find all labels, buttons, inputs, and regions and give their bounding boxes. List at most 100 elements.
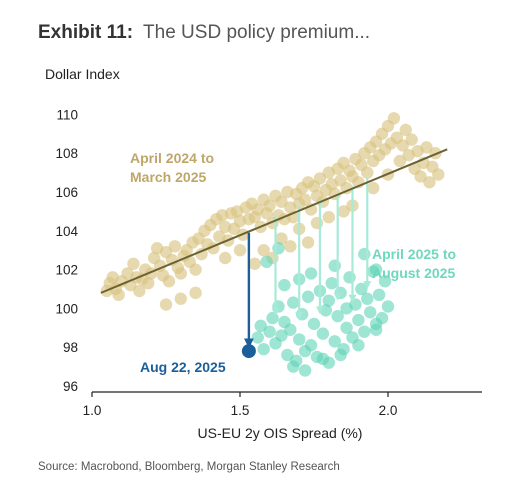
point-period2 — [251, 331, 264, 344]
point-period2 — [284, 323, 297, 336]
y-tick-label: 96 — [63, 379, 78, 394]
point-period1 — [310, 216, 324, 230]
point-period2 — [266, 311, 279, 325]
point-period1 — [393, 154, 407, 168]
y-axis: 96 98 100 102 104 106 108 110 — [55, 107, 78, 394]
point-period2 — [263, 325, 276, 338]
point-period1 — [248, 257, 261, 270]
point-period1 — [420, 141, 433, 154]
x-tick-label: 1.5 — [231, 403, 250, 418]
annotation-period1: April 2024 to — [130, 150, 214, 166]
point-period1 — [142, 276, 155, 290]
point-period2 — [328, 335, 341, 348]
point-period1 — [423, 176, 436, 189]
x-tick-label: 1.0 — [83, 403, 102, 418]
x-axis-label: US-EU 2y OIS Spread (%) — [198, 425, 363, 441]
annotation-period1: March 2025 — [130, 169, 206, 185]
point-period2 — [278, 278, 291, 292]
point-period2 — [372, 288, 386, 302]
exhibit-number: Exhibit 11: — [38, 22, 134, 43]
point-period1 — [159, 298, 173, 311]
point-period2 — [272, 300, 285, 313]
trend-line — [100, 148, 448, 294]
point-period1 — [396, 139, 409, 152]
series-latest — [241, 344, 256, 359]
point-period1 — [233, 244, 247, 257]
source-note: Source: Macrobond, Bloomberg, Morgan Sta… — [38, 461, 340, 473]
annotation-latest: Aug 22, 2025 — [140, 359, 226, 375]
point-period1 — [284, 240, 297, 253]
point-period2 — [298, 364, 312, 377]
x-axis: 1.0 1.5 2.0 — [83, 392, 398, 418]
point-period2 — [369, 263, 383, 276]
y-tick-label: 110 — [56, 107, 78, 122]
point-period1 — [301, 236, 315, 249]
point-period1 — [174, 267, 187, 280]
point-period2 — [381, 300, 395, 313]
point-period1 — [405, 133, 418, 146]
point-period2 — [316, 327, 330, 340]
point-period1 — [298, 193, 312, 206]
annotation-period2: April 2025 to — [372, 246, 456, 262]
point-period1 — [367, 181, 380, 195]
point-period1 — [133, 284, 146, 298]
point-period1 — [340, 181, 353, 195]
y-tick-label: 108 — [55, 146, 78, 161]
y-axis-label: Dollar Index — [45, 66, 120, 82]
point-period2 — [334, 286, 347, 300]
point-period1 — [275, 232, 288, 245]
point-period1 — [219, 251, 232, 265]
point-period1 — [257, 244, 270, 257]
annotations: April 2024 to March 2025 April 2025 to Augu… — [130, 150, 456, 375]
point-period2 — [272, 242, 285, 255]
point-period2 — [307, 317, 321, 331]
point-period1 — [387, 112, 401, 125]
point-period2 — [260, 255, 273, 269]
point-period2 — [331, 309, 344, 323]
y-tick-label: 104 — [55, 224, 78, 239]
point-period2 — [254, 319, 267, 333]
point-period2 — [316, 352, 330, 366]
point-period2 — [275, 329, 288, 342]
point-period1 — [432, 168, 445, 181]
point-period1 — [399, 123, 412, 137]
point-period1 — [263, 199, 276, 212]
point-period2 — [293, 333, 306, 346]
exhibit-title: The USD policy premium... — [143, 22, 371, 43]
y-tick-label: 106 — [55, 185, 78, 200]
point-period2 — [352, 313, 365, 327]
series-period1 — [100, 112, 445, 311]
x-tick-label: 2.0 — [379, 403, 398, 418]
point-period1 — [322, 211, 335, 224]
point-period1 — [195, 247, 208, 261]
y-tick-label: 102 — [55, 263, 78, 278]
point-period1 — [112, 288, 125, 302]
annotation-period2: August 2025 — [372, 265, 455, 281]
point-period2 — [343, 271, 356, 284]
point-period2 — [334, 348, 347, 362]
chart-title: Exhibit 11: The USD policy premium... — [38, 22, 370, 44]
point-period1 — [174, 292, 187, 305]
point-period1 — [168, 240, 182, 253]
point-period2 — [358, 325, 371, 338]
point-period1 — [189, 286, 202, 300]
point-period1 — [127, 257, 140, 270]
point-period1 — [189, 263, 202, 276]
point-period1 — [162, 275, 176, 288]
point-period2 — [352, 339, 365, 352]
arrows — [243, 178, 372, 349]
point-period1 — [313, 172, 327, 185]
point-period1 — [275, 195, 288, 208]
point-period2 — [325, 276, 338, 290]
y-tick-label: 98 — [63, 340, 78, 355]
point-period2 — [287, 360, 300, 373]
point-period2 — [257, 342, 270, 356]
point-period2 — [358, 247, 371, 261]
point-period2 — [340, 302, 353, 315]
point-period2 — [281, 348, 294, 362]
point-latest — [241, 344, 256, 359]
point-period2 — [369, 317, 383, 331]
point-period2 — [340, 321, 353, 334]
point-period2 — [364, 306, 377, 319]
